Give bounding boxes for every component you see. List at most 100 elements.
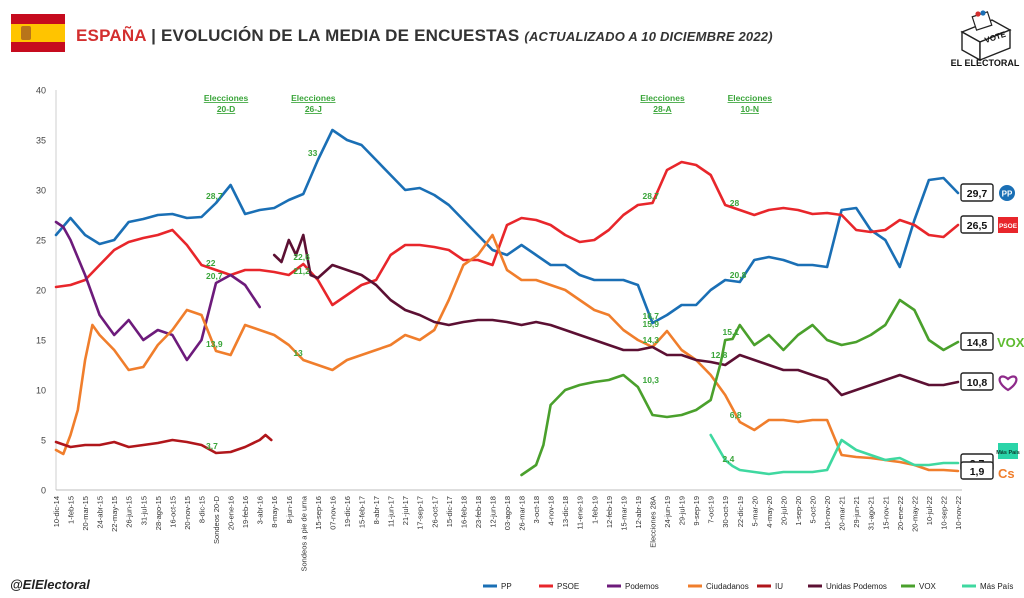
header: ESPAÑA | EVOLUCIÓN DE LA MEDIA DE ENCUES… (0, 0, 1024, 80)
legend-label-mas-pais: Más País (980, 582, 1013, 591)
data-label-16: 15,1 (723, 327, 740, 337)
y-tick-label-40: 40 (36, 86, 46, 96)
legend-label-podemos: Podemos (625, 582, 659, 591)
x-tick-label-48: 5-mar-20 (750, 496, 759, 526)
data-label-15: 10,3 (642, 375, 659, 385)
election-date-3: 10-N (741, 104, 759, 114)
current-value-box-pp (960, 183, 994, 202)
x-tick-label-5: 26-jun-15 (125, 496, 134, 528)
x-tick-label-34: 4-nov-18 (547, 496, 556, 526)
current-value-box-psoe (960, 215, 994, 234)
party-logo-cs-icon: Cs (998, 466, 1015, 481)
x-tick-label-43: 29-jul-19 (678, 496, 687, 525)
y-tick-label-35: 35 (36, 136, 46, 146)
x-tick-label-14: 3-abr-16 (256, 496, 265, 524)
x-tick-label-13: 19-feb-16 (241, 496, 250, 528)
current-value-box-vox (960, 332, 994, 351)
series-line-unidas-podemos (272, 233, 960, 397)
x-tick-label-61: 10-sep-22 (939, 496, 948, 530)
party-logo-psoe-icon (998, 217, 1018, 233)
legend-label-pp: PP (501, 582, 512, 591)
x-tick-label-39: 15-mar-19 (619, 496, 628, 531)
current-value-box-ciudadanos (960, 461, 994, 480)
x-tick-label-41: Elecciones 28A (648, 496, 657, 548)
series-line-psoe (54, 160, 960, 307)
y-tick-label-20: 20 (36, 286, 46, 296)
election-label-2: Elecciones (640, 93, 685, 103)
election-label-3: Elecciones (728, 93, 773, 103)
x-tick-label-0: 10-dic-14 (52, 496, 61, 527)
x-tick-label-60: 10-jul-22 (925, 496, 934, 525)
data-label-5: 22 (206, 258, 216, 268)
election-label-0: Elecciones (204, 93, 249, 103)
y-tick-label-0: 0 (41, 486, 46, 496)
x-tick-label-4: 22-may-15 (110, 496, 119, 532)
x-tick-label-23: 11-jun-17 (387, 496, 396, 527)
x-tick-label-21: 15-feb-17 (358, 496, 367, 528)
series-line-pp (54, 128, 960, 325)
x-tick-label-50: 20-jul-20 (779, 496, 788, 525)
data-label-11: 15,9 (642, 319, 659, 329)
data-label-17: 12,8 (711, 350, 728, 360)
data-label-6: 22,6 (293, 252, 310, 262)
data-label-19: 2,4 (723, 454, 735, 464)
party-logo-pp-icon (999, 185, 1015, 201)
x-tick-label-12: 20-ene-16 (227, 496, 236, 530)
election-date-1: 26-J (305, 104, 322, 114)
party-logo-mas-pais-text: Más País (996, 450, 1020, 456)
y-tick-label-30: 30 (36, 186, 46, 196)
x-tick-label-33: 3-oct-18 (532, 496, 541, 524)
title-main: EVOLUCIÓN DE LA MEDIA DE ENCUESTAS (161, 26, 520, 45)
data-label-7: 20,7 (206, 271, 223, 281)
party-logo-vox-icon: VOX (997, 335, 1024, 350)
data-label-2: 16,7 (642, 311, 659, 321)
current-value-vox: 14,8 (967, 337, 988, 349)
party-logo-psoe-text: PSOE (999, 223, 1018, 230)
party-logo-mas-pais-icon (998, 443, 1018, 459)
data-label-0: 28,7 (206, 191, 223, 201)
x-tick-label-17: Sondeos a pie de urna (299, 495, 308, 571)
x-tick-label-57: 15-nov-21 (881, 496, 890, 530)
legend-label-psoe: PSOE (557, 582, 579, 591)
x-tick-label-31: 03-ago-18 (503, 496, 512, 530)
x-tick-label-30: 12-jun-18 (488, 496, 497, 528)
x-tick-label-54: 20-mar-21 (838, 496, 847, 531)
x-tick-label-51: 1-sep-20 (794, 496, 803, 526)
current-value-pp: 29,7 (967, 188, 988, 200)
x-tick-label-47: 22-dic-19 (736, 496, 745, 527)
x-tick-label-55: 29-jun-21 (852, 496, 861, 528)
legend-label-vox: VOX (919, 582, 937, 591)
spain-flag-icon (11, 14, 65, 52)
x-tick-label-9: 20-nov-15 (183, 496, 192, 530)
x-tick-label-46: 30-oct-19 (721, 496, 730, 528)
legend-label-unidas-podemos: Unidas Podemos (826, 582, 887, 591)
y-tick-label-15: 15 (36, 336, 46, 346)
data-label-4: 28 (730, 198, 740, 208)
data-label-14: 3,7 (206, 441, 218, 451)
x-tick-label-36: 11-ene-19 (576, 496, 585, 530)
x-tick-label-49: 4-may-20 (765, 496, 774, 528)
x-tick-label-40: 12-abr-19 (634, 496, 643, 529)
page-title: ESPAÑA | EVOLUCIÓN DE LA MEDIA DE ENCUES… (76, 26, 773, 46)
ballot-box-logo-icon: VOTE (960, 10, 1012, 62)
x-tick-label-11: Sondeos 20-D (212, 495, 221, 544)
y-tick-label-25: 25 (36, 236, 46, 246)
x-tick-label-58: 20-ene-22 (896, 496, 905, 530)
x-tick-label-38: 12-feb-19 (605, 496, 614, 528)
footer-handle: @ElElectoral (10, 577, 90, 592)
data-label-13: 6,8 (730, 410, 742, 420)
series-line-vox (520, 298, 960, 477)
x-tick-label-16: 8-jun-16 (285, 496, 294, 524)
x-tick-label-18: 15-sep-16 (314, 496, 323, 530)
data-label-1: 33 (308, 148, 318, 158)
election-date-2: 28-A (653, 104, 671, 114)
title-separator: | (151, 26, 157, 45)
data-label-3: 28,7 (642, 191, 659, 201)
x-tick-label-35: 13-dic-18 (561, 496, 570, 527)
current-value-ciudadanos: 1,9 (970, 466, 985, 478)
current-value-unidas-podemos: 10,8 (967, 377, 988, 389)
series-line-podemos (54, 220, 261, 362)
x-tick-label-2: 20-mar-15 (81, 496, 90, 531)
current-value-psoe: 26,5 (967, 220, 988, 232)
legend-label-ciudadanos: Ciudadanos (706, 582, 749, 591)
